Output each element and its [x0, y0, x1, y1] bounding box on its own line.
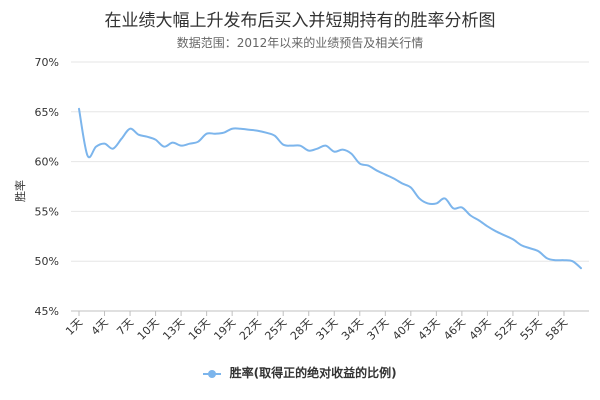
x-tick-label: 10天	[135, 316, 162, 343]
x-tick-label: 55天	[518, 316, 545, 343]
x-tick-label: 58天	[543, 316, 570, 343]
x-tick-label: 37天	[365, 316, 392, 343]
x-tick-label: 43天	[416, 316, 443, 343]
x-tick-label: 7天	[114, 316, 136, 338]
x-tick-label: 4天	[89, 316, 111, 338]
x-tick-label: 22天	[237, 316, 264, 343]
series-line	[78, 107, 582, 270]
x-tick-label: 49天	[467, 316, 494, 343]
x-tick-label: 28天	[288, 316, 315, 343]
x-tick-label: 16天	[186, 316, 213, 343]
x-tick-label: 25天	[262, 316, 289, 343]
y-tick-label: 50%	[35, 255, 59, 268]
chart-title: 在业绩大幅上升发布后买入并短期持有的胜率分析图	[104, 11, 496, 31]
y-tick-label: 55%	[35, 205, 59, 218]
x-tick-label: 19天	[211, 316, 238, 343]
legend[interactable]: 胜率(取得正的绝对收益的比例)	[0, 364, 600, 381]
x-tick-label: 40天	[390, 316, 417, 343]
y-tick-label: 65%	[35, 106, 59, 119]
grid-layer	[71, 61, 589, 312]
legend-label: 胜率(取得正的绝对收益的比例)	[229, 366, 397, 380]
x-tick-label: 31天	[314, 316, 341, 343]
x-tick-label: 13天	[160, 316, 187, 343]
x-tick-label: 52天	[492, 316, 519, 343]
x-tick-label: 1天	[63, 316, 85, 338]
y-tick-label: 70%	[35, 56, 59, 69]
legend-marker-icon	[203, 369, 222, 379]
y-tick-label: 60%	[35, 156, 59, 169]
y-tick-label: 45%	[35, 305, 59, 318]
x-tick-label: 46天	[441, 316, 468, 343]
series-layer	[78, 107, 582, 270]
chart-subtitle: 数据范围：2012年以来的业绩预告及相关行情	[176, 36, 424, 50]
x-tick-label: 34天	[339, 316, 366, 343]
axis-layer: 45%50%55%60%65%70%1天 4天 7天10天13天16天19天22天2…	[35, 56, 571, 343]
